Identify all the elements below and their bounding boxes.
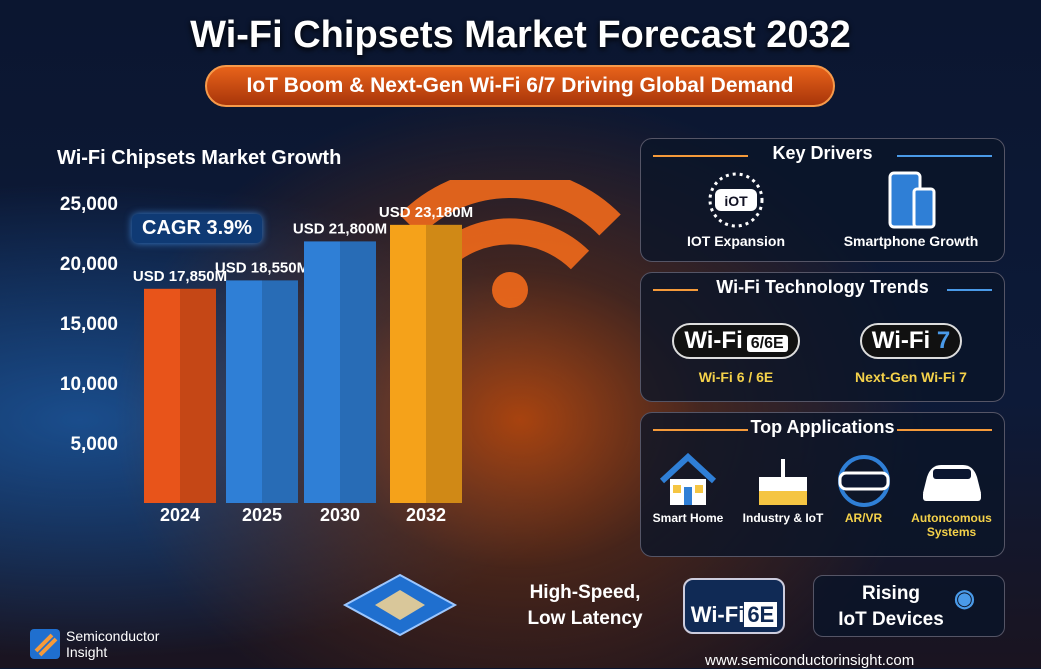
key-drivers-panel: Key Drivers iOT IOT Expansion Smartphone… bbox=[640, 138, 1005, 262]
y-tick-label: 25,000 bbox=[60, 194, 118, 215]
chip-icon bbox=[342, 573, 458, 637]
smartphone-icon bbox=[888, 171, 936, 229]
cagr-badge: CAGR 3.9% bbox=[132, 214, 263, 243]
bar-shade bbox=[340, 241, 376, 503]
x-tick-label: 2024 bbox=[160, 505, 200, 525]
vr-headset-icon bbox=[837, 455, 890, 507]
driver-smartphone: Smartphone Growth bbox=[826, 171, 996, 249]
y-tick-label: 5,000 bbox=[70, 434, 118, 455]
page-title: Wi-Fi Chipsets Market Forecast 2032 bbox=[190, 14, 851, 56]
wifi7-badge: Wi-Fi 7 bbox=[859, 323, 963, 359]
bar-shade bbox=[426, 224, 462, 503]
wifi6e-badge: Wi-Fi 6E bbox=[683, 578, 785, 634]
app-arvr: AR/VR bbox=[826, 453, 901, 525]
bar-2024 bbox=[144, 288, 216, 503]
bar-2025 bbox=[226, 280, 298, 503]
key-drivers-title: Key Drivers bbox=[772, 143, 873, 163]
bar-chart: 5,000 10,000 15,000 20,000 25,000 USD 17,850M… bbox=[60, 180, 621, 525]
data-label: USD 23,180M bbox=[379, 204, 473, 221]
app-industry: Industry & IoT bbox=[733, 453, 833, 525]
y-tick-label: 15,000 bbox=[60, 314, 118, 335]
feature-high-speed: High-Speed, Low Latency bbox=[527, 582, 643, 629]
trend-wifi7: Wi-Fi 7 Next-Gen Wi-Fi 7 bbox=[826, 323, 996, 385]
logo-icon bbox=[30, 629, 60, 659]
bar-shade bbox=[180, 288, 216, 503]
data-label: USD 21,800M bbox=[293, 220, 387, 237]
app-smart-home: Smart Home bbox=[643, 453, 733, 525]
rising-iot-panel: Rising IoT Devices ◉ bbox=[813, 575, 1005, 637]
data-label: USD 17,850M bbox=[133, 268, 227, 285]
x-tick-label: 2025 bbox=[242, 505, 282, 525]
brand-logo: Semiconductor Insight bbox=[30, 628, 159, 660]
sensor-icon: ◉ bbox=[954, 585, 975, 612]
factory-icon bbox=[759, 459, 807, 505]
trends-title: Wi-Fi Technology Trends bbox=[716, 277, 929, 297]
trend-wifi6: Wi-Fi 6/6E Wi-Fi 6 / 6E bbox=[651, 323, 821, 385]
applications-title: Top Applications bbox=[750, 417, 895, 437]
website-url[interactable]: www.semiconductorinsight.com bbox=[705, 652, 915, 669]
svg-text:iOT: iOT bbox=[724, 193, 748, 209]
subtitle-banner: IoT Boom & Next-Gen Wi-Fi 6/7 Driving Gl… bbox=[205, 65, 835, 107]
bar-2032 bbox=[390, 224, 462, 503]
chart-title: Wi-Fi Chipsets Market Growth bbox=[57, 147, 342, 169]
bar-shade bbox=[262, 280, 298, 503]
applications-panel: Top Applications Smart Home Industry & I… bbox=[640, 412, 1005, 557]
bar-2030 bbox=[304, 241, 376, 503]
car-icon bbox=[922, 465, 981, 501]
house-icon bbox=[659, 453, 717, 505]
x-tick-label: 2032 bbox=[406, 505, 446, 525]
wifi6-badge: Wi-Fi 6/6E bbox=[672, 323, 800, 359]
trends-panel: Wi-Fi Technology Trends Wi-Fi 6/6E Wi-Fi … bbox=[640, 272, 1005, 402]
iot-icon: iOT bbox=[708, 172, 764, 228]
driver-iot: iOT IOT Expansion bbox=[651, 171, 821, 249]
y-tick-label: 10,000 bbox=[60, 374, 118, 395]
data-label: USD 18,550M bbox=[215, 259, 309, 276]
app-autonomous: Autoncomous Systems bbox=[899, 453, 1004, 539]
x-tick-label: 2030 bbox=[320, 505, 360, 525]
y-tick-label: 20,000 bbox=[60, 254, 118, 275]
